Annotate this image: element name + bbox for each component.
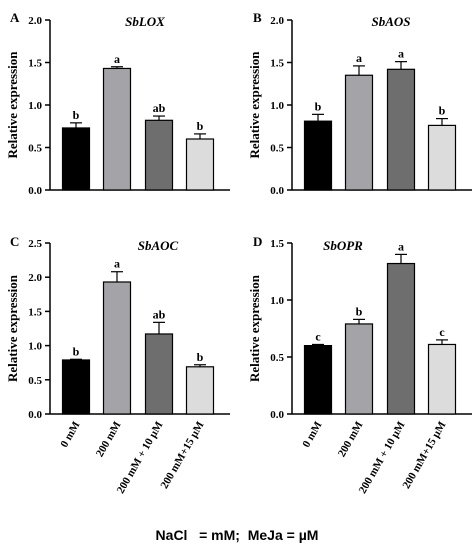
y-tick-label: 2.0 [28, 272, 42, 284]
significance-label: b [439, 104, 446, 118]
y-tick-label: 1.0 [28, 341, 42, 353]
significance-label: ab [153, 101, 166, 115]
bar [61, 127, 91, 191]
significance-label: b [315, 99, 322, 113]
x-tick-label: 0 mM [58, 419, 83, 450]
y-tick-label: 0.5 [270, 143, 284, 155]
panel-a: A SbLOX Relative expression 0.0 0.5 1.0 1.5 2.0… [5, 10, 230, 197]
chart-title: SbAOC [138, 238, 179, 253]
bar [144, 333, 174, 415]
y-tick-label: 1.5 [28, 58, 42, 70]
bar [427, 343, 457, 415]
y-tick-label: 2.5 [28, 238, 42, 250]
y-tick-label: 0.5 [28, 375, 42, 387]
bar [427, 124, 457, 191]
x-tick-label: 200 mM [94, 419, 124, 459]
chart-panels: A SbLOX Relative expression 0.0 0.5 1.0 1.5 2.0… [5, 10, 472, 496]
panel-letter: B [253, 10, 262, 25]
y-tick-label: 1.0 [28, 100, 42, 112]
significance-label: a [114, 52, 120, 66]
y-tick-label: 1.5 [270, 58, 284, 70]
bar [185, 138, 215, 191]
y-axis-label: Relative expression [247, 274, 262, 382]
y-tick-label: 0.0 [270, 409, 284, 421]
significance-label: b [356, 304, 363, 318]
significance-label: a [114, 257, 120, 271]
significance-label: b [73, 344, 80, 358]
y-tick-label: 0.0 [270, 185, 284, 197]
significance-label: b [197, 119, 204, 133]
y-tick-label: 0.0 [28, 409, 42, 421]
bar [144, 119, 174, 191]
bar [386, 68, 416, 191]
panel-letter: C [10, 234, 19, 249]
significance-label: c [315, 329, 321, 343]
significance-label: c [439, 325, 445, 339]
panel-letter: A [10, 10, 20, 25]
chart-title: SbAOS [371, 14, 410, 29]
x-tick-label: 0 mM [300, 419, 325, 450]
bar [185, 366, 215, 415]
significance-label: a [398, 239, 404, 253]
y-tick-label: 1.5 [28, 306, 42, 318]
y-tick-label: 2.0 [28, 15, 42, 27]
bar [344, 323, 374, 415]
y-tick-label: 1.5 [270, 238, 284, 250]
panel-b: B SbAOS Relative expression 0.0 0.5 1.0 1.5 2.0… [247, 10, 472, 197]
y-axis-label: Relative expression [5, 51, 20, 159]
y-axis-label: Relative expression [247, 51, 262, 159]
panel-c: C SbAOC Relative expression 0.0 0.5 1.0 1.5 2.0… [5, 234, 230, 496]
y-tick-label: 0.5 [28, 143, 42, 155]
bar [102, 281, 132, 415]
footnote: NaCl = mM; MeJa = µM [156, 527, 319, 543]
y-tick-label: 1.0 [270, 100, 284, 112]
significance-label: b [73, 108, 80, 122]
significance-label: ab [153, 307, 166, 321]
bar [344, 74, 374, 191]
y-tick-label: 0.0 [28, 185, 42, 197]
significance-label: a [356, 51, 362, 65]
x-tick-label: 200 mM+15 µM [158, 419, 206, 491]
y-tick-label: 1.0 [270, 295, 284, 307]
y-tick-label: 0.5 [270, 352, 284, 364]
x-tick-label: 200 mM+15 µM [400, 419, 448, 491]
y-tick-label: 2.0 [270, 15, 284, 27]
x-tick-label: 200 mM [336, 419, 366, 459]
bar [386, 262, 416, 415]
bar [102, 67, 132, 191]
significance-label: a [398, 47, 404, 61]
panel-d: D SbOPR Relative expression 0.0 0.5 1.0 1.5 c 0 … [247, 234, 472, 496]
bar [303, 345, 333, 415]
bar [303, 120, 333, 191]
bar [61, 359, 91, 415]
chart-title: SbOPR [323, 238, 363, 253]
y-axis-label: Relative expression [5, 274, 20, 382]
chart-title: SbLOX [125, 14, 165, 29]
panel-letter: D [253, 234, 262, 249]
significance-label: b [197, 350, 204, 364]
